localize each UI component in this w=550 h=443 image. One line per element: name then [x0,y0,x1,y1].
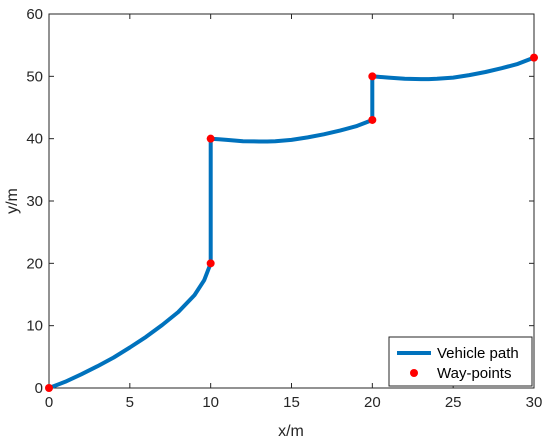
x-tick-label: 30 [526,394,543,411]
series-line-vehicle-path [47,55,536,390]
way-point-marker [45,384,53,392]
y-tick-label: 50 [26,68,43,85]
way-point-marker [206,134,215,143]
x-axis-label: x/m [278,423,304,440]
legend-marker-swatch [410,369,418,377]
x-tick-label: 20 [364,394,381,411]
plot-area [48,13,535,389]
y-tick-label: 40 [26,131,43,148]
axis-ticks: 0 5 10 15 20 25 30 0 10 20 30 40 50 60 [26,6,542,411]
y-tick-label: 20 [26,255,43,272]
way-point-marker [368,115,377,124]
legend-label-vehicle-path: Vehicle path [437,345,519,362]
y-tick-label: 30 [26,193,43,210]
y-tick-label: 0 [35,380,43,397]
y-tick-label: 60 [26,6,43,23]
legend-label-way-points: Way-points [437,365,511,382]
x-tick-label: 15 [283,394,300,411]
way-point-marker [368,72,377,81]
x-tick-label: 5 [126,394,134,411]
x-tick-label: 25 [445,394,462,411]
legend-box [388,336,533,387]
x-tick-label: 0 [45,394,53,411]
legend: Vehicle path Way-points [388,336,533,387]
y-tick-label: 10 [26,318,43,335]
way-point-marker [206,259,215,268]
series-layer [45,53,538,392]
y-axis-label: y/m [4,188,21,214]
x-tick-label: 10 [202,394,219,411]
way-point-marker [530,53,538,62]
